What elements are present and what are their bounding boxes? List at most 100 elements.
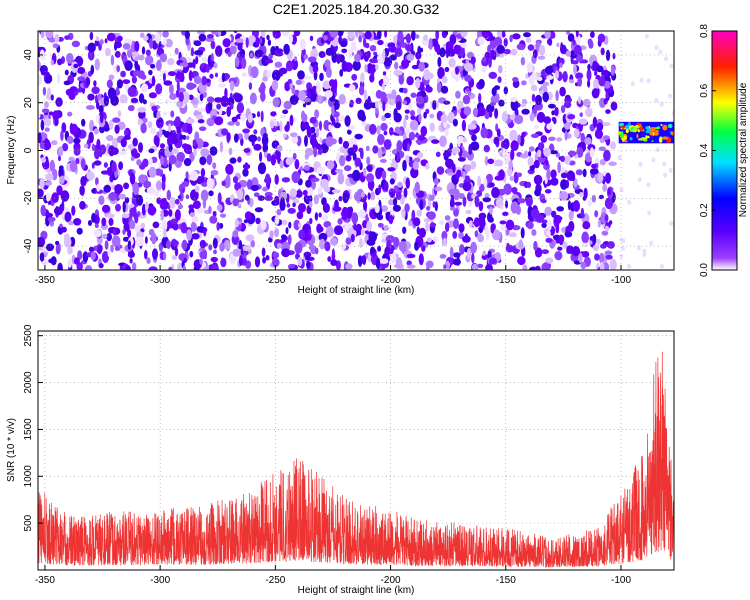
spectrogram-cell xyxy=(234,56,240,68)
spectrogram-cell xyxy=(199,93,204,102)
spectrogram-cell xyxy=(477,234,484,243)
spectrogram-cell xyxy=(266,69,272,78)
spectrogram-cell xyxy=(261,134,269,147)
spectrogram-cell xyxy=(310,126,316,134)
spectrogram-cell xyxy=(249,92,257,105)
spectrogram-cell xyxy=(499,224,508,231)
spectrogram-cell xyxy=(488,56,492,68)
x-tick-label: -250 xyxy=(265,275,285,286)
spectrogram-cell xyxy=(377,133,385,146)
y-tick-label: -40 xyxy=(23,238,34,253)
spectrogram-cell xyxy=(610,101,618,111)
spectrogram-cell xyxy=(178,91,184,103)
spectrogram-cell xyxy=(40,119,45,131)
y-tick-label: -20 xyxy=(23,191,34,206)
spectrogram-cell xyxy=(253,143,262,151)
spectrogram-cell xyxy=(214,116,224,126)
spectrogram-cell xyxy=(210,264,219,270)
spectrogram-cell xyxy=(101,204,111,213)
spectrogram-cell xyxy=(237,43,243,51)
spectrogram-cell xyxy=(432,100,437,110)
x-tick-label: -250 xyxy=(265,575,285,586)
spectrogram-cell xyxy=(580,207,585,218)
spectrogram-cell xyxy=(331,104,335,117)
spectrogram-cell xyxy=(450,206,456,211)
spectrogram-cell xyxy=(197,119,205,124)
spectrogram-cell xyxy=(90,251,96,261)
spectrogram-cell xyxy=(88,246,95,253)
spectrogram-cell xyxy=(278,67,288,75)
spectrogram-cell xyxy=(460,31,468,38)
snr-y-label: SNR (10 * v/v) xyxy=(6,418,17,482)
spectrogram-cell xyxy=(94,148,100,160)
spectrogram-cell xyxy=(94,223,99,229)
spectrogram-cell xyxy=(48,111,54,116)
spectrogram-cell xyxy=(276,242,283,249)
spectrogram-cell xyxy=(91,86,100,95)
spectrogram-cell xyxy=(151,105,158,112)
spectrogram-cell xyxy=(359,148,364,160)
spectrogram-cell xyxy=(91,143,95,152)
spectrogram-cell xyxy=(393,237,400,247)
spectrogram-cell xyxy=(64,211,72,223)
spectrogram-cell xyxy=(250,184,259,192)
spectrogram-cell xyxy=(143,35,149,41)
spectrogram-cell xyxy=(457,156,466,162)
spectrogram-cell xyxy=(380,122,388,132)
spectrogram-cell xyxy=(73,63,79,69)
spectrogram-cell xyxy=(563,101,572,109)
spectrogram-cell xyxy=(353,225,360,231)
spectrogram-cell xyxy=(594,129,604,140)
spectrogram-cell xyxy=(404,109,410,114)
spectrogram-cell xyxy=(286,203,291,208)
spectrogram-cell xyxy=(292,152,297,160)
spectrogram-cell xyxy=(101,217,107,227)
spectrogram-cell xyxy=(455,66,460,75)
spectrogram-cell xyxy=(190,47,194,57)
spectrogram-cell xyxy=(210,40,216,50)
spectrogram-cell xyxy=(357,109,366,121)
spectrogram-cell xyxy=(503,183,512,195)
spectrogram-cell xyxy=(108,217,114,226)
spectrogram-cell xyxy=(145,201,149,213)
spectrogram-cell xyxy=(466,150,474,161)
spectrogram-cell xyxy=(485,264,493,270)
spectrogram-cell xyxy=(41,108,50,114)
spectrogram-cell xyxy=(410,115,416,121)
spectrogram-cell xyxy=(332,206,342,212)
spectrogram-cell xyxy=(392,204,401,212)
spectrogram-cell xyxy=(596,238,601,245)
spectrogram-cell xyxy=(493,85,501,91)
spectrogram-cell xyxy=(57,262,63,270)
spectrogram-cell xyxy=(194,131,200,142)
spectrogram-cell xyxy=(638,162,643,167)
spectrogram-cell xyxy=(339,40,348,48)
spectrogram-cell xyxy=(462,94,471,105)
spectrogram-cell xyxy=(302,103,307,108)
spectrogram-cell xyxy=(287,207,296,214)
spectrogram-cell xyxy=(190,170,199,181)
spectrogram-cell xyxy=(621,238,626,244)
spectrogram-cell xyxy=(112,117,121,123)
spectrogram-cell xyxy=(110,244,114,253)
spectrogram-cell xyxy=(570,171,576,182)
spectrogram-cell xyxy=(168,266,173,270)
spectrogram-cell xyxy=(314,212,319,221)
spectrogram-cell xyxy=(166,240,171,249)
y-tick-label: 1000 xyxy=(23,465,34,488)
spectrogram-cell xyxy=(188,94,194,101)
spectrogram-cell xyxy=(426,262,430,270)
spectrogram-cell xyxy=(38,74,43,86)
spectrogram-cell xyxy=(384,31,388,38)
spectrogram-cell xyxy=(591,194,596,203)
spectrogram-cell xyxy=(488,182,495,188)
signal-cell xyxy=(645,130,651,134)
spectrogram-cell xyxy=(445,222,450,233)
spectrogram-cell xyxy=(377,39,384,46)
spectrogram-cell xyxy=(138,142,143,153)
spectrogram-cell xyxy=(487,158,495,165)
spectrogram-cell xyxy=(316,84,321,95)
spectrogram-cell xyxy=(102,233,108,240)
spectrogram-cell xyxy=(53,206,63,216)
spectrogram-cell xyxy=(423,69,431,81)
